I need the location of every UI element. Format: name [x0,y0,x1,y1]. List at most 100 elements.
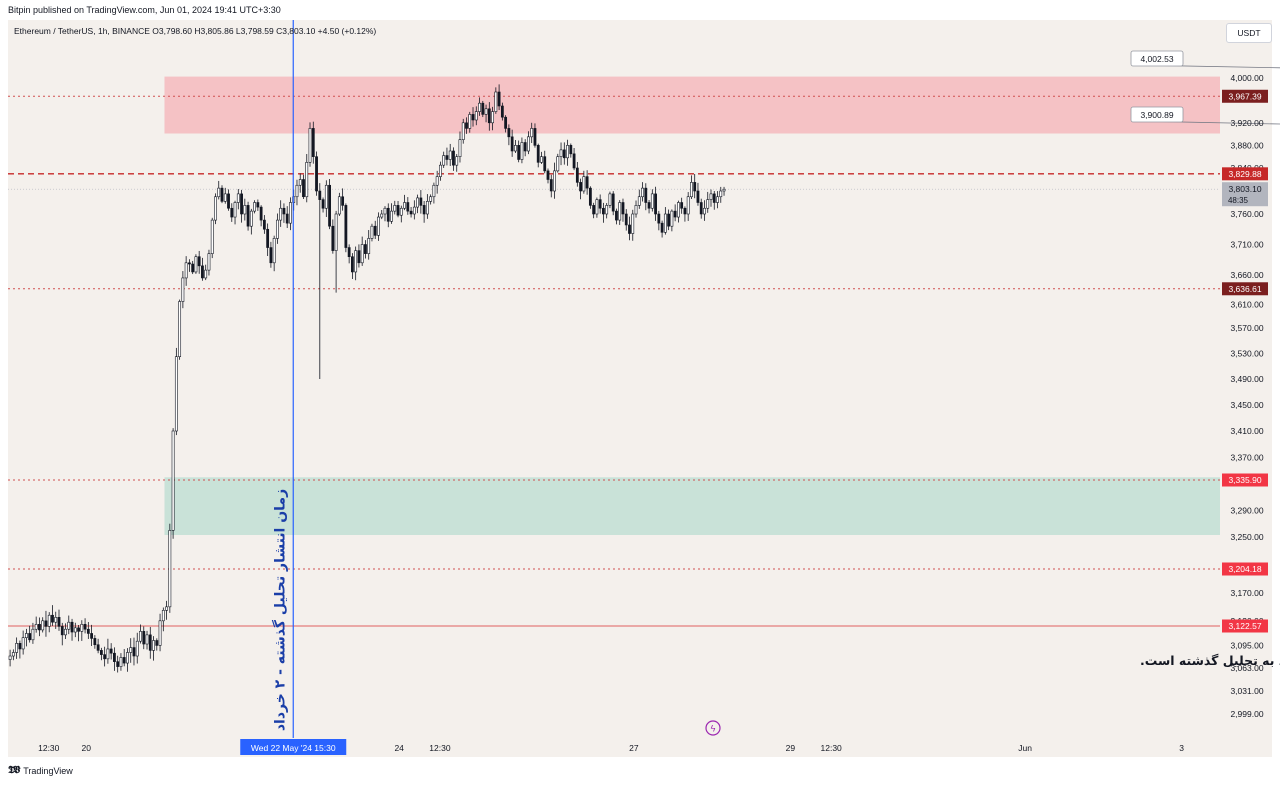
candle-body [184,262,188,279]
candle-body [266,228,270,248]
candle-body [15,643,19,653]
price-tick-label: 3,450.00 [1230,400,1263,410]
price-level-badge[interactable] [1222,562,1268,576]
price-tick-label: 3,920.00 [1230,118,1263,128]
candle-body [403,202,406,209]
price-callout-label: 3,900.89 [1140,110,1173,120]
time-marker-badge[interactable] [240,739,347,755]
candle-body [357,250,361,264]
candle-body [207,253,211,271]
candle-body [305,162,309,198]
candle-body [354,250,358,273]
candle-body [77,627,80,632]
candle-body [471,114,475,121]
candle-body [201,265,204,279]
candle-body [220,187,224,202]
candle-body [465,122,468,129]
flash-icon[interactable] [705,720,721,736]
time-marker-label: Wed 22 May '24 15:30 [251,743,336,753]
demand-zone[interactable] [164,477,1280,536]
price-axis[interactable]: 4,000.003,920.003,880.003,840.003,760.00… [1222,73,1268,719]
price-callout[interactable] [1130,50,1184,67]
candle-body [412,206,416,215]
price-level-badge-label: 3,636.61 [1228,284,1261,294]
price-level-badge[interactable] [1222,282,1268,296]
candle-body [445,155,449,160]
candle-body [295,184,299,198]
candle-body [448,150,452,160]
candle-body [272,238,276,264]
candle-body [93,638,97,646]
candle-body [135,640,139,657]
candle-body [513,145,517,152]
candle-body [703,207,706,215]
candle-body [540,156,543,163]
candle-body [709,193,713,200]
candle-body [546,170,550,180]
candle-body [699,202,703,215]
candle-body [103,654,107,660]
candle-body [152,640,155,651]
candle-body [390,210,393,222]
candle-body [693,182,697,192]
candle-body [429,196,433,202]
candle-body [373,225,377,236]
candle-body [285,213,289,224]
candle-body [331,225,335,251]
candle-body [233,202,237,218]
candle-body [145,634,149,645]
price-level-badge[interactable] [1222,619,1268,633]
candle-body [347,247,351,258]
price-tick-label: 3,880.00 [1230,140,1263,150]
candle-body [341,196,345,206]
supply-zone[interactable] [164,76,1280,134]
candle-body [647,202,651,209]
candle-body [360,244,364,264]
candle-body [155,640,159,646]
candle-body [608,193,612,206]
currency-selector[interactable]: USDT [1226,23,1272,43]
candle-body [696,190,700,203]
candle-body [96,644,100,651]
candle-body [34,624,38,630]
candle-body [132,647,136,657]
time-axis[interactable]: 12:30202412:30272912:30Jun35712:301012We… [38,739,1280,755]
candle-body [262,219,266,230]
price-callout[interactable] [1130,106,1184,123]
candle-body [324,184,328,209]
candle-body [556,156,560,172]
chart-area[interactable] [8,20,1272,757]
candle-body [194,256,198,273]
candle-body [129,647,133,653]
candle-body [543,156,547,172]
candle-body [223,193,227,202]
candle-body [595,199,599,215]
price-level-badge[interactable] [1222,473,1268,487]
candle-body [367,238,371,254]
candle-body [461,122,465,140]
candle-body [249,210,253,227]
candle-body [683,207,687,215]
price-level-badge[interactable] [1222,89,1268,103]
candle-body [380,213,384,218]
price-level-badge-label: 3,122.57 [1228,621,1261,631]
current-price-badge[interactable] [1222,182,1268,207]
price-tick-label: 3,660.00 [1230,270,1263,280]
footer-brand: 𝕿𝖁 TradingView [8,765,73,776]
price-level-badge[interactable] [1222,167,1268,181]
candle-body [491,111,494,124]
candle-body [439,164,442,177]
candle-body [269,247,273,264]
price-tick-label: 3,250.00 [1230,532,1263,542]
candle-body [670,210,674,227]
candle-body [109,648,113,654]
candle-body [588,187,592,206]
candle-body [11,652,15,657]
time-tick-label: 3 [1179,743,1184,753]
candle-body [481,102,485,115]
candle-body [458,139,462,157]
candle-body [344,205,348,248]
candle-body [83,624,87,630]
candle-body [455,156,459,166]
